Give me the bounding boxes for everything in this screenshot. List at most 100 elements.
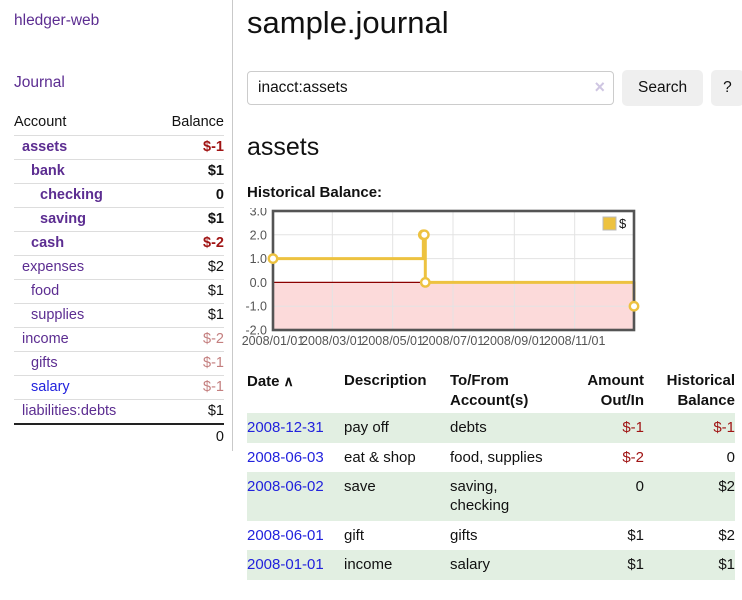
- transaction-date-link[interactable]: 2008-01-01: [247, 556, 324, 573]
- transaction-description: eat & shop: [344, 448, 416, 466]
- sidebar: hledger-web Journal Account Balance asse…: [0, 0, 233, 451]
- transaction-date-link[interactable]: 2008-06-01: [247, 526, 324, 544]
- historical-balance-chart: $3.0 2.0 1.0 0.0 -1.0 -2.0 2008/01/01 2008/03/0…: [235, 208, 742, 353]
- accounts-total-row: 0: [14, 423, 224, 449]
- account-balance: $-1: [152, 375, 224, 400]
- register-header-amount-line2: Out/In: [600, 392, 644, 409]
- register-row: 2008-01-01 income salary $1 $1: [247, 550, 735, 580]
- register-row: 2008-06-01 gift gifts $1 $2: [247, 521, 735, 551]
- account-balance: $1: [152, 303, 224, 328]
- register-tbody: 2008-12-31 pay off debts $-1 $-1 2008-06-03 ea…: [247, 413, 735, 580]
- transaction-description: income: [344, 556, 393, 573]
- account-link[interactable]: income: [22, 331, 69, 347]
- account-heading: assets: [247, 133, 320, 161]
- account-row: gifts $-1: [14, 351, 224, 376]
- transaction-accounts: saving, checking: [450, 478, 510, 514]
- transaction-date-link[interactable]: 2008-12-31: [247, 419, 324, 436]
- register-header-row: Date ∧ Description To/From Account(s) Amo…: [247, 369, 735, 413]
- transaction-balance: $1: [718, 556, 735, 573]
- account-link[interactable]: checking: [40, 187, 103, 203]
- transaction-amount: 0: [635, 478, 644, 495]
- svg-text:0.0: 0.0: [250, 276, 267, 290]
- register-table: Date ∧ Description To/From Account(s) Amo…: [247, 369, 735, 580]
- transaction-amount: $-2: [622, 448, 644, 466]
- accounts-total-spacer: [14, 423, 153, 449]
- register-header-date[interactable]: Date ∧: [247, 369, 344, 413]
- svg-text:$: $: [619, 216, 627, 231]
- accounts-header-account: Account: [14, 111, 153, 136]
- account-balance: $-1: [203, 139, 224, 155]
- account-row: expenses $2: [14, 255, 224, 280]
- account-link[interactable]: salary: [31, 379, 70, 395]
- register-row: 2008-06-03 eat & shop food, supplies $-2 0: [247, 443, 735, 473]
- chart-title: Historical Balance:: [247, 184, 383, 201]
- account-row: liabilities:debts $1: [14, 399, 224, 424]
- svg-text:2.0: 2.0: [250, 228, 267, 242]
- svg-text:1.0: 1.0: [250, 252, 267, 266]
- account-balance: $1: [152, 207, 224, 232]
- search-button[interactable]: Search: [622, 70, 704, 106]
- account-balance: $1: [152, 399, 224, 424]
- register-header-balance: Historical Balance: [644, 369, 735, 413]
- register-row: 2008-06-02 save saving, checking 0 $2: [247, 472, 735, 521]
- register-header-balance-line1: Historical: [666, 372, 735, 389]
- svg-text:2008/11/01: 2008/11/01: [544, 334, 606, 348]
- account-row: saving $1: [14, 207, 224, 232]
- register-header-date-label: Date: [247, 373, 280, 390]
- account-link[interactable]: supplies: [31, 307, 85, 323]
- register-header-accounts-line2: Account(s): [450, 392, 529, 409]
- account-link[interactable]: saving: [40, 211, 86, 227]
- page-title: sample.journal: [247, 5, 449, 40]
- account-link[interactable]: cash: [31, 235, 65, 251]
- transaction-date-link[interactable]: 2008-06-03: [247, 448, 324, 466]
- transaction-balance: 0: [726, 448, 735, 466]
- svg-text:-2.0: -2.0: [245, 324, 267, 338]
- account-row: checking 0: [14, 183, 224, 208]
- account-link[interactable]: bank: [31, 163, 65, 179]
- search-input[interactable]: [247, 71, 614, 105]
- search-input-wrap: ×: [247, 71, 614, 105]
- account-balance: $1: [152, 159, 224, 184]
- register-header-amount: Amount Out/In: [572, 369, 644, 413]
- svg-text:-1.0: -1.0: [245, 300, 267, 314]
- account-balance: $1: [152, 279, 224, 304]
- help-button[interactable]: ?: [711, 70, 742, 106]
- account-link[interactable]: expenses: [22, 259, 85, 275]
- brand-link[interactable]: hledger-web: [14, 12, 100, 29]
- account-link[interactable]: assets: [22, 139, 68, 155]
- transaction-balance: $2: [718, 478, 735, 495]
- search-form: × Search ?: [247, 70, 742, 106]
- account-link[interactable]: liabilities:debts: [22, 403, 117, 419]
- account-balance: $-2: [152, 231, 224, 256]
- register-header-description: Description: [344, 372, 427, 389]
- transaction-date-link[interactable]: 2008-06-02: [247, 478, 324, 495]
- svg-text:2008/05/01: 2008/05/01: [361, 334, 424, 348]
- account-row: income $-2: [14, 327, 224, 352]
- register-row: 2008-12-31 pay off debts $-1 $-1: [247, 413, 735, 443]
- transaction-description: gift: [344, 526, 365, 544]
- clear-search-icon[interactable]: ×: [594, 77, 605, 97]
- transaction-amount: $1: [627, 526, 644, 544]
- register-header-balance-line2: Balance: [677, 392, 735, 409]
- transaction-accounts: food, supplies: [450, 448, 543, 466]
- accounts-header-balance: Balance: [152, 111, 224, 136]
- svg-text:2008/07/01: 2008/07/01: [422, 334, 485, 348]
- account-balance: $-1: [152, 351, 224, 376]
- sort-ascending-icon: ∧: [283, 373, 294, 389]
- register-header-accounts: To/From Account(s): [450, 369, 572, 413]
- account-row: cash $-2: [14, 231, 224, 256]
- transaction-description: save: [344, 478, 376, 495]
- account-link[interactable]: food: [31, 283, 60, 299]
- svg-text:2008/01/01: 2008/01/01: [242, 334, 305, 348]
- nav-journal-link[interactable]: Journal: [14, 74, 65, 91]
- transaction-balance: $-1: [713, 419, 735, 436]
- account-row: bank $1: [14, 159, 224, 184]
- svg-text:2008/09/01: 2008/09/01: [483, 334, 546, 348]
- account-link[interactable]: gifts: [31, 355, 58, 371]
- transaction-accounts: salary: [450, 556, 491, 573]
- transaction-balance: $2: [718, 526, 735, 544]
- account-row: salary $-1: [14, 375, 224, 400]
- account-row: assets $-1: [14, 136, 224, 160]
- svg-text:2008/03/01: 2008/03/01: [301, 334, 364, 348]
- main: sample.journal × Search ? assets Histori…: [233, 0, 742, 600]
